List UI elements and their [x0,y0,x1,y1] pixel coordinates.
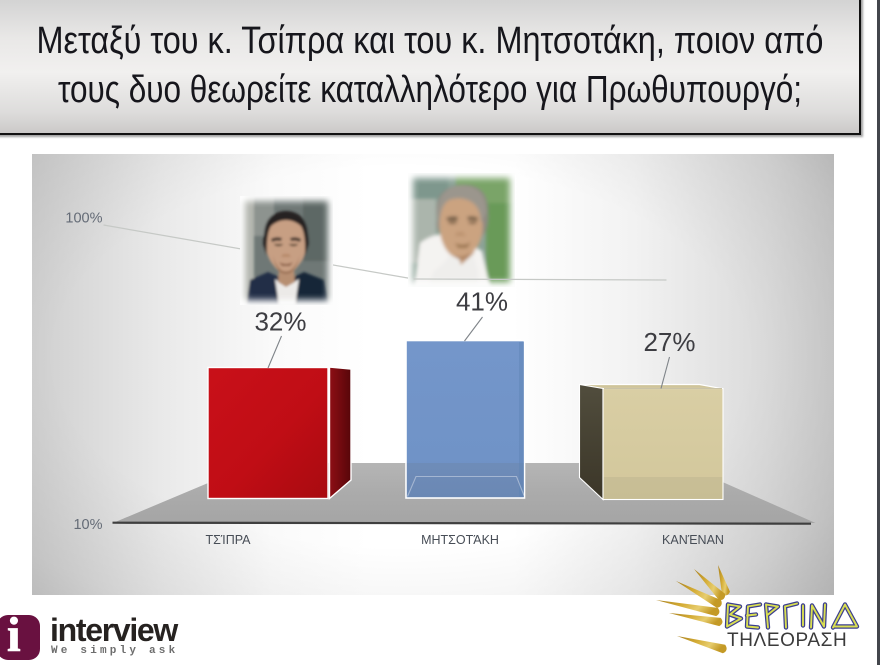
svg-text:32%: 32% [254,307,306,337]
svg-text:10%: 10% [73,517,102,533]
svg-text:41%: 41% [456,287,508,317]
svg-text:ΜΗΤΣΟΤΆΚΗ: ΜΗΤΣΟΤΆΚΗ [421,533,499,547]
svg-text:ΤΣΊΠΡΑ: ΤΣΊΠΡΑ [206,533,252,547]
svg-text:ΚΑΝΈΝΑΝ: ΚΑΝΈΝΑΝ [662,533,724,547]
svg-text:ΤΗΛΕΟΡΑΣΗ: ΤΗΛΕΟΡΑΣΗ [727,630,847,651]
svg-text:27%: 27% [643,327,695,357]
svg-text:100%: 100% [65,211,102,227]
